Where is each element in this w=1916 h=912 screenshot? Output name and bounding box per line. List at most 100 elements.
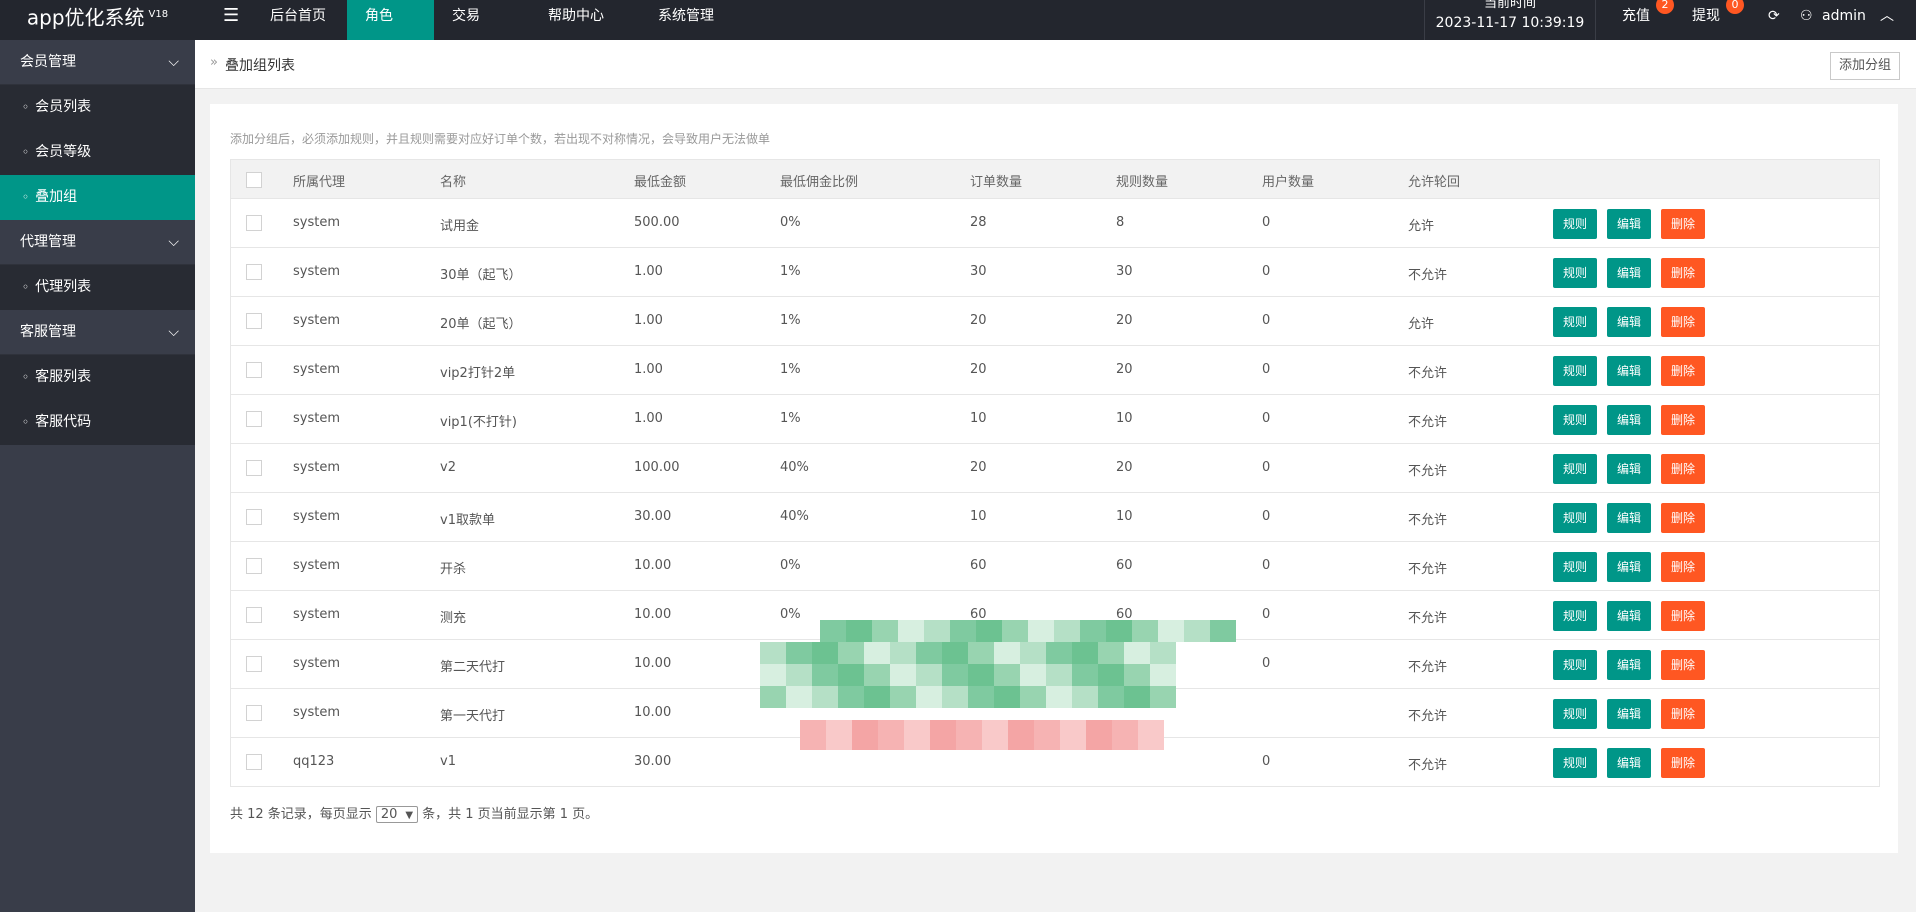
sidebar-item[interactable]: ◦ 会员等级 [0,130,195,175]
page-size-select[interactable]: 20 ▼ [375,806,419,823]
action-button[interactable]: 删除 [1661,601,1705,631]
menu-toggle[interactable]: ☰ [223,5,240,26]
action-button[interactable]: 编辑 [1607,552,1651,582]
action-button[interactable]: 编辑 [1607,209,1651,239]
row-checkbox[interactable] [246,264,262,280]
logo: app优化系统 V18 [0,0,195,40]
nav-item[interactable]: 后台首页 [270,8,326,24]
sidebar-item[interactable]: ◦ 客服列表 [0,355,195,400]
sidebar-item[interactable]: ◦ 会员列表 [0,85,195,130]
action-button[interactable]: 删除 [1661,552,1705,582]
mosaic-tile [956,720,982,750]
action-button[interactable]: 规则 [1553,552,1597,582]
sidebar-item[interactable]: ◦ 代理列表 [0,265,195,310]
table-cell: 0 [1262,754,1271,769]
mosaic-tile [1124,642,1150,664]
action-button[interactable]: 规则 [1553,650,1597,680]
action-button[interactable]: 规则 [1553,503,1597,533]
sidebar-item[interactable]: ◦ 客服代码 [0,400,195,445]
action-button[interactable]: 编辑 [1607,748,1651,778]
row-checkbox[interactable] [246,411,262,427]
action-button[interactable]: 删除 [1661,748,1705,778]
sidebar-item[interactable]: 代理管理 ⌵ [0,220,195,265]
action-button[interactable]: 规则 [1553,307,1597,337]
action-button[interactable]: 规则 [1553,601,1597,631]
action-button[interactable]: 编辑 [1607,503,1651,533]
recharge[interactable]: 充值 [1622,8,1650,24]
mosaic-tile [878,720,904,750]
action-button[interactable]: 删除 [1661,307,1705,337]
row-checkbox[interactable] [246,705,262,721]
row-checkbox[interactable] [246,313,262,329]
breadcrumb: 叠加组列表 [225,58,295,74]
action-button[interactable]: 删除 [1661,209,1705,239]
action-button[interactable]: 编辑 [1607,356,1651,386]
logo-version: V18 [148,9,169,20]
action-button[interactable]: 规则 [1553,748,1597,778]
nav-item[interactable]: 交易 [452,8,480,24]
sidebar-icon: ◦ [22,100,30,114]
mosaic-tile [864,686,890,708]
mosaic-tile [1150,686,1176,708]
action-button[interactable]: 删除 [1661,405,1705,435]
action-button[interactable]: 规则 [1553,209,1597,239]
action-button[interactable]: 删除 [1661,258,1705,288]
action-button[interactable]: 规则 [1553,356,1597,386]
row-checkbox[interactable] [246,460,262,476]
sidebar-item[interactable]: 客服管理 ⌵ [0,310,195,355]
action-button[interactable]: 删除 [1661,699,1705,729]
header-checkbox[interactable] [246,172,262,188]
table-cell: 0 [1262,558,1271,573]
user[interactable]: admin [1822,8,1866,24]
sidebar-icon: ◦ [22,280,30,294]
action-button[interactable]: 删除 [1661,650,1705,680]
action-button[interactable]: 规则 [1553,405,1597,435]
action-button[interactable]: 编辑 [1607,307,1651,337]
action-button[interactable]: 规则 [1553,258,1597,288]
action-button[interactable]: 规则 [1553,454,1597,484]
mosaic-tile [890,664,916,686]
mosaic-tile [786,642,812,664]
add-button[interactable]: 添加分组 [1830,52,1900,80]
table-cell: 30单（起飞） [440,268,522,283]
action-button[interactable]: 编辑 [1607,650,1651,680]
row-checkbox[interactable] [246,509,262,525]
table-row [230,493,1880,542]
mosaic-tile [1124,686,1150,708]
row-checkbox[interactable] [246,607,262,623]
table-cell: v2 [440,460,456,475]
nav-item[interactable]: 角色 [347,0,434,40]
withdraw[interactable]: 提现 [1692,8,1720,24]
table-cell: 10 [1116,509,1133,524]
nav-item[interactable]: 帮助中心 [548,8,604,24]
row-checkbox[interactable] [246,754,262,770]
action-button[interactable]: 删除 [1661,503,1705,533]
action-button[interactable]: 删除 [1661,356,1705,386]
refresh[interactable]: ⟳ [1768,8,1780,24]
row-checkbox[interactable] [246,362,262,378]
sidebar-item[interactable]: 会员管理 ⌵ [0,40,195,85]
table-cell: 60 [1116,558,1133,573]
table-cell: 1% [780,411,801,426]
row-checkbox[interactable] [246,215,262,231]
action-button[interactable]: 删除 [1661,454,1705,484]
action-button[interactable]: 编辑 [1607,454,1651,484]
table-cell: 20 [970,460,987,475]
action-button[interactable]: 编辑 [1607,405,1651,435]
table-cell: 1.00 [634,264,663,279]
action-button[interactable]: 编辑 [1607,258,1651,288]
column-header: 订单数量 [970,175,1023,190]
action-button[interactable]: 编辑 [1607,601,1651,631]
action-button[interactable]: 规则 [1553,699,1597,729]
pagination: 共 12 条记录，每页显示 20 ▼ 条，共 1 页当前显示第 1 页。 [230,803,598,823]
row-checkbox[interactable] [246,558,262,574]
row-checkbox[interactable] [246,656,262,672]
table-cell: 0 [1262,509,1271,524]
mosaic-tile [1008,720,1034,750]
table-cell: v1取款单 [440,513,495,528]
sidebar-item[interactable]: ◦ 叠加组 [0,175,195,220]
action-button[interactable]: 编辑 [1607,699,1651,729]
mosaic-tile [1098,664,1124,686]
column-header: 用户数量 [1262,175,1315,190]
nav-item[interactable]: 系统管理 [658,8,714,24]
